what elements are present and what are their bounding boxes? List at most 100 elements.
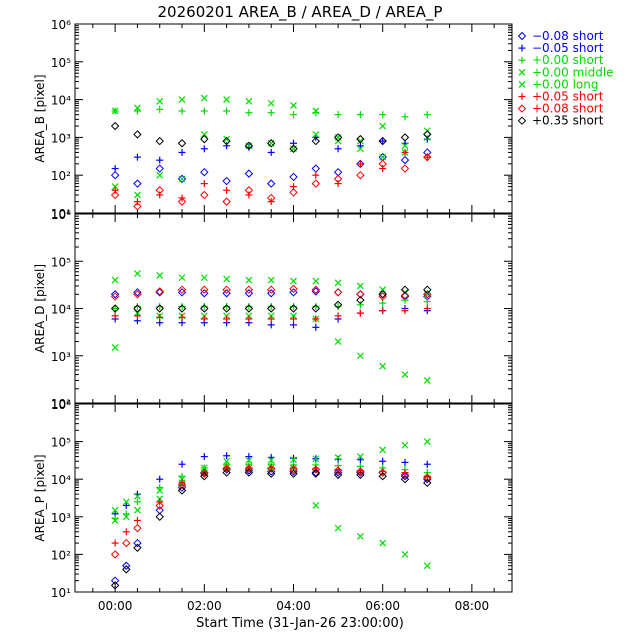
data-point bbox=[400, 470, 410, 480]
data-point bbox=[178, 175, 186, 183]
legend-item: +0.00 long bbox=[518, 77, 599, 91]
data-point bbox=[379, 122, 387, 130]
series-6 bbox=[111, 305, 431, 323]
data-point bbox=[122, 513, 130, 521]
data-point bbox=[356, 145, 364, 153]
data-point bbox=[222, 176, 231, 186]
data-point bbox=[266, 285, 276, 294]
data-point bbox=[312, 107, 320, 115]
data-point bbox=[223, 96, 231, 104]
data-point bbox=[400, 155, 410, 165]
data-point bbox=[267, 276, 275, 284]
data-point bbox=[133, 516, 141, 524]
data-point bbox=[122, 528, 130, 536]
data-point bbox=[133, 202, 142, 211]
data-point bbox=[245, 315, 253, 323]
data-point bbox=[378, 136, 387, 146]
legend-item: +0.00 short bbox=[518, 53, 604, 67]
data-point bbox=[356, 111, 364, 119]
data-point bbox=[178, 274, 186, 282]
data-point bbox=[266, 139, 276, 148]
data-point bbox=[289, 288, 298, 297]
x-axis-label: Start Time (31-Jan-26 23:00:00) bbox=[196, 616, 404, 631]
data-point bbox=[223, 275, 231, 283]
data-point bbox=[312, 303, 320, 311]
legend-item: −0.05 short bbox=[518, 41, 604, 55]
data-point bbox=[290, 456, 297, 464]
data-point bbox=[110, 550, 120, 559]
data-point bbox=[133, 303, 141, 311]
data-point bbox=[379, 362, 387, 370]
y-tick-label: 10¹ bbox=[51, 586, 71, 600]
data-point bbox=[379, 153, 387, 161]
data-point bbox=[223, 315, 231, 323]
y-axis-label: AREA_P [pixel] bbox=[33, 454, 47, 541]
data-point bbox=[379, 137, 387, 145]
data-point bbox=[266, 179, 276, 188]
data-point bbox=[356, 352, 364, 360]
data-point bbox=[223, 135, 231, 143]
data-point bbox=[400, 133, 410, 142]
data-point bbox=[122, 498, 130, 506]
legend-symbol bbox=[517, 116, 527, 125]
y-axis-label: AREA_D [pixel] bbox=[33, 264, 47, 353]
data-point bbox=[290, 277, 297, 285]
legend-symbol bbox=[517, 31, 527, 41]
data-point bbox=[177, 480, 187, 490]
data-point bbox=[178, 460, 186, 468]
plot-frame bbox=[74, 403, 513, 593]
legend-label: +0.05 short bbox=[532, 90, 604, 104]
data-point bbox=[200, 180, 208, 188]
data-point bbox=[133, 288, 142, 297]
data-point bbox=[334, 111, 342, 119]
panel-2: 10² 10³ 10⁴ 10⁵ 10⁶ AREA_D [pixel] bbox=[33, 208, 513, 411]
data-point bbox=[134, 492, 141, 500]
data-point bbox=[423, 460, 431, 468]
data-point bbox=[266, 193, 276, 203]
y-tick-label: 10⁴ bbox=[51, 94, 71, 108]
data-point bbox=[401, 113, 409, 121]
data-point bbox=[133, 290, 142, 299]
data-point bbox=[289, 172, 298, 182]
data-point bbox=[200, 107, 208, 115]
data-point bbox=[334, 453, 342, 461]
data-point bbox=[223, 186, 231, 194]
data-point bbox=[423, 290, 432, 299]
y-tick-label: 10³ bbox=[51, 511, 71, 525]
x-tick-label: 04:00 bbox=[276, 599, 311, 613]
data-point bbox=[266, 469, 276, 478]
data-point bbox=[356, 282, 364, 290]
data-point bbox=[223, 457, 231, 465]
data-point bbox=[178, 479, 186, 487]
data-point bbox=[356, 309, 364, 317]
data-point bbox=[111, 305, 119, 312]
data-point bbox=[333, 466, 343, 475]
data-point bbox=[155, 136, 164, 146]
chart-title: 20260201 AREA_B / AREA_D / AREA_P bbox=[158, 3, 443, 22]
data-point bbox=[111, 344, 119, 351]
legend-item: +0.05 short bbox=[518, 90, 604, 104]
y-tick-label: 10³ bbox=[51, 350, 71, 364]
data-point bbox=[133, 130, 142, 139]
data-point bbox=[110, 576, 120, 585]
data-point bbox=[312, 277, 320, 285]
data-point bbox=[290, 303, 297, 311]
data-point bbox=[423, 438, 431, 446]
data-point bbox=[400, 474, 410, 484]
data-point bbox=[110, 292, 120, 301]
data-point bbox=[111, 183, 119, 191]
data-point bbox=[311, 304, 321, 313]
data-point bbox=[290, 111, 297, 119]
legend-label: +0.35 short bbox=[532, 114, 604, 128]
data-point bbox=[244, 289, 254, 298]
data-point bbox=[312, 171, 320, 179]
y-tick-label: 10³ bbox=[51, 131, 71, 145]
data-point bbox=[334, 180, 342, 188]
series-3 bbox=[111, 296, 431, 312]
data-point bbox=[110, 190, 120, 200]
x-tick-label: 06:00 bbox=[365, 599, 400, 613]
data-point bbox=[156, 97, 164, 105]
series-7 bbox=[110, 152, 432, 211]
data-point bbox=[222, 197, 231, 206]
